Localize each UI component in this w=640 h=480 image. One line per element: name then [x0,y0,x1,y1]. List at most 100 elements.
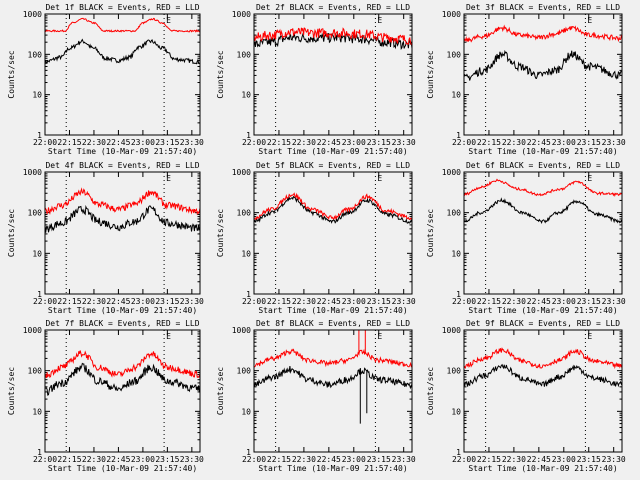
plot-frame [44,171,201,295]
x-tick-label: 23:15 [367,455,391,464]
events-series-line [464,49,622,81]
events-series-line [45,204,200,233]
x-tick-label: 22:30 [82,138,106,147]
plot-frame [253,329,413,453]
plot-area [254,14,412,135]
events-series-line [254,365,412,424]
x-tick-label: 23:00 [552,297,576,306]
lld-series-line [45,187,200,216]
panel-det-5f: Det 5f BLACK = Events, RED = LLD Start Ti… [216,161,416,315]
y-tick-label: 100 [28,209,43,218]
x-tick-label: 23:30 [180,455,204,464]
x-tick-label: 22:15 [57,297,81,306]
x-tick-label: 22:00 [242,138,266,147]
y-tick-label: 100 [28,367,43,376]
panel-det-4f: Det 4f BLACK = Events, RED = LLD Start Ti… [7,161,204,315]
plot-frame [463,171,623,295]
events-series-line [464,363,622,388]
lld-series-line [45,350,200,379]
annotation-label: E [377,174,382,183]
y-tick-label: 10 [32,249,42,258]
x-axis-label: Start Time (10-Mar-09 21:57:40) [258,306,407,315]
x-tick-label: 23:00 [131,138,155,147]
x-tick-label: 22:45 [527,138,551,147]
y-tick-label: 10 [32,91,42,100]
x-tick-label: 23:30 [392,297,416,306]
plot-frame [463,13,623,136]
y-tick-label: 1000 [23,10,42,19]
x-tick-label: 23:15 [155,138,179,147]
x-tick-label: 22:45 [527,455,551,464]
x-tick-label: 22:45 [106,138,130,147]
x-tick-label: 23:30 [180,297,204,306]
x-tick-label: 22:45 [317,455,341,464]
y-tick-label: 1 [37,290,42,299]
x-tick-label: 22:30 [502,138,526,147]
x-tick-label: 22:15 [267,138,291,147]
annotation-label: E [587,174,592,183]
plot-frame [44,329,201,453]
x-tick-label: 23:00 [131,455,155,464]
y-axis-label: Counts/sec [426,209,435,257]
x-tick-label: 22:15 [57,455,81,464]
plot-area [254,172,412,294]
x-axis-label: Start Time (10-Mar-09 21:57:40) [468,147,617,156]
y-tick-label: 10 [451,91,461,100]
x-tick-label: 23:00 [342,455,366,464]
x-axis-label: Start Time (10-Mar-09 21:57:40) [258,147,407,156]
y-tick-label: 1 [456,131,461,140]
x-tick-label: 22:15 [267,455,291,464]
y-tick-label: 100 [237,209,252,218]
x-tick-label: 22:30 [82,297,106,306]
chart-title: Det 7f BLACK = Events, RED = LLD [45,319,199,328]
annotation-label: E [587,332,592,341]
y-tick-label: 1000 [23,168,42,177]
x-tick-label: 23:15 [577,297,601,306]
x-axis-label: Start Time (10-Mar-09 21:57:40) [48,464,197,473]
x-tick-label: 23:15 [367,138,391,147]
x-tick-label: 22:30 [502,297,526,306]
y-tick-label: 1 [456,448,461,457]
x-axis-label: Start Time (10-Mar-09 21:57:40) [48,306,197,315]
x-tick-label: 23:00 [342,297,366,306]
y-tick-label: 10 [241,249,251,258]
x-tick-label: 23:00 [552,455,576,464]
y-tick-label: 10 [241,407,251,416]
y-tick-label: 1000 [232,326,251,335]
y-tick-label: 1 [246,290,251,299]
x-tick-label: 22:45 [527,297,551,306]
chart-title: Det 1f BLACK = Events, RED = LLD [45,3,199,12]
chart-title: Det 3f BLACK = Events, RED = LLD [466,3,620,12]
x-tick-label: 22:15 [477,297,501,306]
x-tick-label: 22:30 [292,138,316,147]
x-tick-label: 22:00 [242,455,266,464]
chart-title: Det 8f BLACK = Events, RED = LLD [256,319,410,328]
plot-area [464,172,622,294]
lld-series-line [254,27,412,46]
x-tick-label: 22:00 [452,138,476,147]
y-tick-label: 1000 [442,10,461,19]
annotation-label: E [377,332,382,341]
x-tick-label: 23:15 [577,138,601,147]
y-axis-label: Counts/sec [216,50,225,98]
y-tick-label: 1 [37,131,42,140]
x-tick-label: 22:30 [292,455,316,464]
panel-det-3f: Det 3f BLACK = Events, RED = LLD Start Ti… [426,3,626,156]
y-tick-label: 10 [451,249,461,258]
x-axis-label: Start Time (10-Mar-09 21:57:40) [48,147,197,156]
panel-det-7f: Det 7f BLACK = Events, RED = LLD Start Ti… [7,319,204,473]
panel-det-2f: Det 2f BLACK = Events, RED = LLD Start Ti… [216,3,416,156]
y-tick-label: 100 [237,50,252,59]
x-tick-label: 22:00 [242,297,266,306]
x-tick-label: 23:30 [602,297,626,306]
lld-series-line [464,24,622,43]
annotation-label: E [166,16,171,25]
lld-series-line [45,17,200,33]
y-tick-label: 10 [451,407,461,416]
panel-det-8f: Det 8f BLACK = Events, RED = LLD Start Ti… [216,319,416,473]
x-tick-label: 23:30 [602,455,626,464]
y-tick-label: 1 [246,131,251,140]
x-axis-label: Start Time (10-Mar-09 21:57:40) [258,464,407,473]
events-series-line [45,362,200,396]
